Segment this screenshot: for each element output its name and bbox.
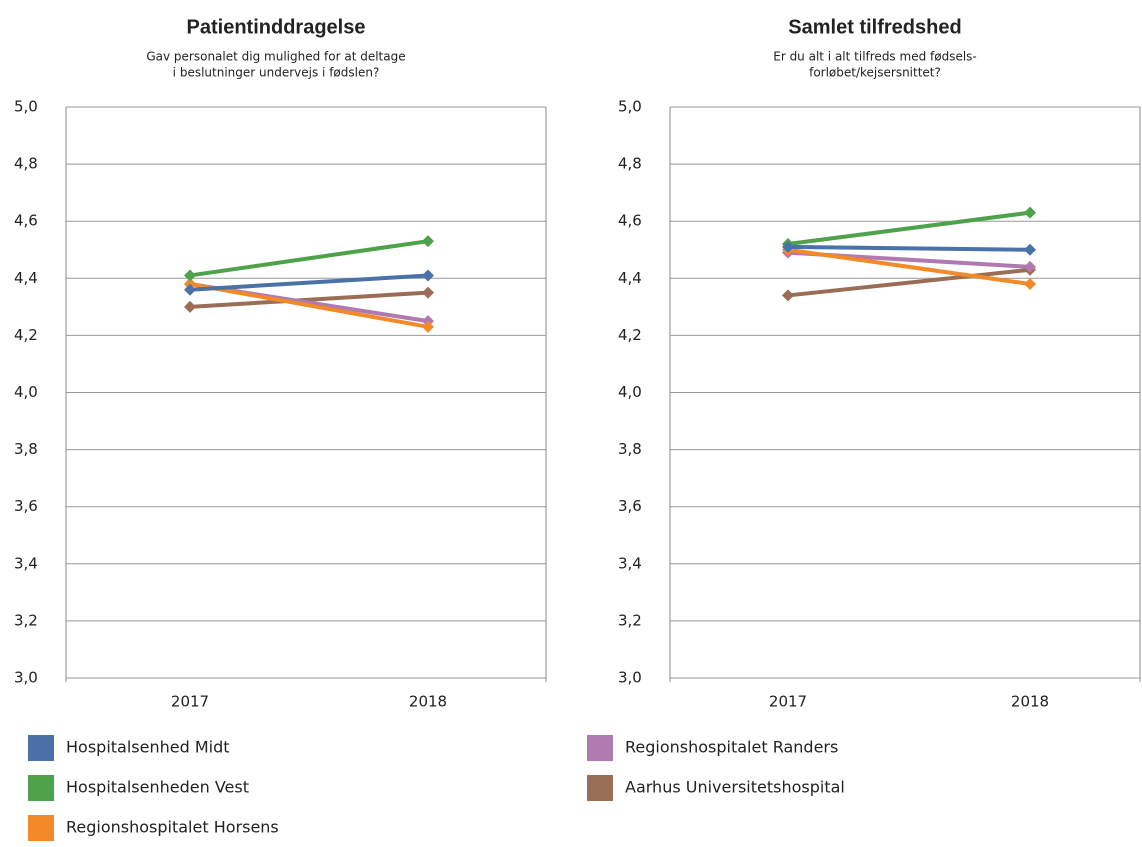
series-line: [189, 282, 429, 329]
y-tick-label: 4,2: [14, 326, 38, 344]
chart-title: Samlet tilfredshed: [788, 16, 961, 38]
y-tick-label: 4,8: [14, 155, 38, 173]
chart-title: Patientinddragelse: [187, 16, 366, 38]
series-line: [787, 267, 1031, 298]
y-tick-label: 3,6: [618, 497, 642, 515]
y-tick-label: 3,0: [14, 669, 38, 687]
y-tick-label: 4,6: [618, 212, 642, 230]
marker: [184, 283, 196, 296]
x-tick-label: 2018: [409, 693, 447, 711]
y-tick-label: 3,2: [14, 611, 38, 629]
y-tick-label: 3,8: [14, 440, 38, 458]
legend-swatch: [587, 735, 613, 761]
chart-subtitle: forløbet/kejsersnittet?: [809, 66, 941, 80]
y-tick-label: 4,2: [618, 326, 642, 344]
marker: [422, 269, 434, 282]
series-line: [189, 290, 429, 309]
legend-swatch: [28, 735, 54, 761]
y-tick-label: 4,4: [618, 269, 642, 287]
marker: [422, 235, 434, 248]
y-tick-label: 3,6: [14, 497, 38, 515]
legend-label: Regionshospitalet Horsens: [66, 818, 279, 837]
y-tick-label: 3,2: [618, 611, 642, 629]
x-tick-label: 2018: [1011, 693, 1049, 711]
marker: [1024, 278, 1036, 291]
series-line: [189, 273, 429, 292]
marker: [422, 320, 434, 333]
y-tick-label: 4,6: [14, 212, 38, 230]
legend-swatch: [28, 815, 54, 841]
y-tick-label: 5,0: [618, 98, 642, 116]
marker: [782, 289, 794, 302]
y-tick-label: 3,8: [618, 440, 642, 458]
marker: [184, 300, 196, 313]
x-tick-label: 2017: [769, 693, 807, 711]
y-tick-label: 5,0: [14, 98, 38, 116]
y-tick-label: 3,0: [618, 669, 642, 687]
marker: [782, 240, 794, 253]
series-line: [787, 210, 1031, 247]
y-tick-label: 4,0: [14, 383, 38, 401]
y-tick-label: 4,8: [618, 155, 642, 173]
y-tick-label: 3,4: [14, 554, 38, 572]
marker: [1024, 260, 1036, 273]
legend-swatch: [28, 775, 54, 801]
chart-subtitle: Gav personalet dig mulighed for at delta…: [146, 50, 405, 64]
legend-label: Aarhus Universitetshospital: [625, 778, 845, 797]
y-tick-label: 4,0: [618, 383, 642, 401]
y-tick-label: 4,4: [14, 269, 38, 287]
marker: [1024, 243, 1036, 256]
legend-swatch: [587, 775, 613, 801]
chart-subtitle: i beslutninger undervejs i fødslen?: [173, 66, 380, 80]
marker: [184, 269, 196, 282]
y-tick-label: 3,4: [618, 554, 642, 572]
legend-label: Regionshospitalet Randers: [625, 738, 838, 757]
series-line: [189, 239, 429, 278]
series-line: [787, 247, 1031, 286]
legend-label: Hospitalsenhed Midt: [66, 738, 230, 757]
marker: [422, 286, 434, 299]
legend-label: Hospitalsenheden Vest: [66, 778, 249, 797]
marker: [1024, 206, 1036, 219]
chart-subtitle: Er du alt i alt tilfreds med fødsels-: [773, 50, 977, 64]
series-line: [787, 244, 1031, 252]
x-tick-label: 2017: [171, 693, 209, 711]
